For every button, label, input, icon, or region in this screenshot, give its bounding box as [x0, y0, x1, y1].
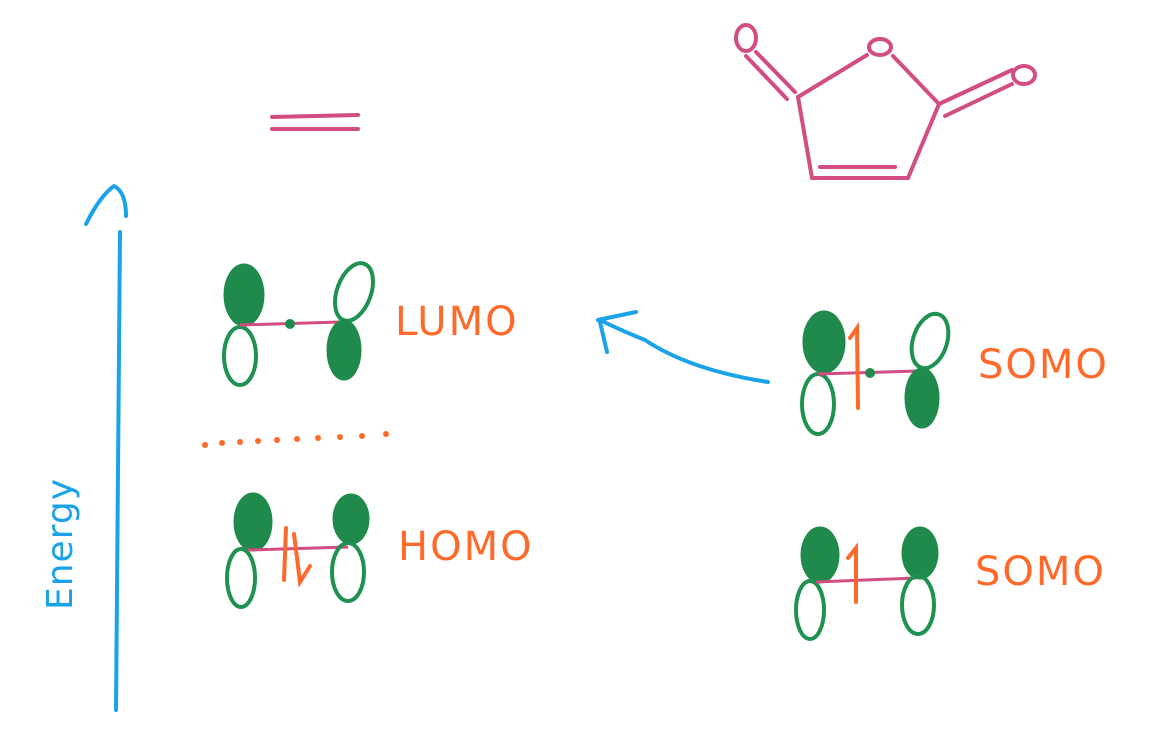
dotted-separator — [202, 431, 389, 448]
spin-up-arrow-somo-upper — [848, 321, 860, 410]
spin-up-arrow-somo-lower — [846, 542, 858, 604]
lumo-label: LUMO — [395, 299, 519, 345]
ethylene-double-bond — [270, 113, 360, 131]
carbonyl-oxygen-right — [1011, 64, 1037, 86]
somo-lower-label: SOMO — [975, 549, 1106, 595]
somo-upper-orbital — [800, 310, 951, 436]
somo-lower-orbital — [794, 526, 939, 641]
spin-down-arrow — [292, 532, 312, 588]
lumo-orbital — [222, 261, 375, 387]
energy-axis-label: Energy — [40, 478, 81, 610]
interaction-arrow — [596, 310, 770, 384]
spin-up-arrow — [282, 526, 288, 582]
maleic-anhydride-structure — [734, 23, 1037, 180]
homo-label: HOMO — [398, 524, 534, 570]
homo-orbital — [225, 492, 370, 609]
ring-oxygen — [867, 37, 893, 57]
energy-axis: Energy — [40, 184, 128, 712]
carbonyl-oxygen-left — [734, 23, 758, 53]
somo-upper-label: SOMO — [978, 342, 1109, 388]
